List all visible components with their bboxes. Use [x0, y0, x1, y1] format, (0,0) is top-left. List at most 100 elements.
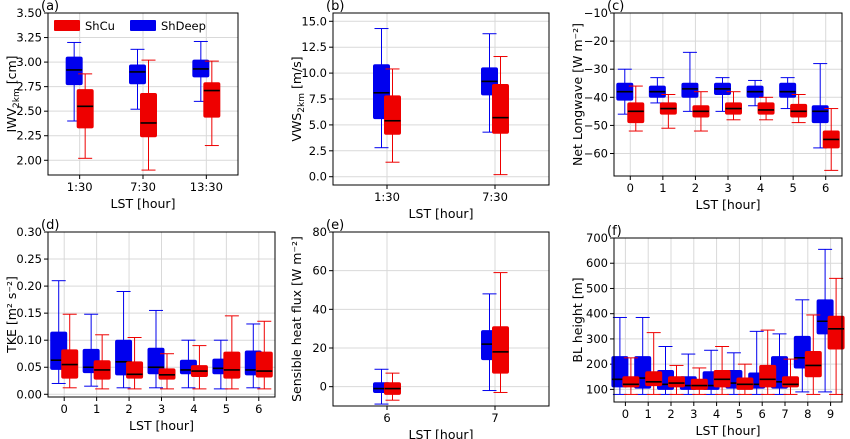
- ytick-label: 100: [586, 382, 608, 396]
- shcu-box-3: [690, 367, 708, 395]
- ytick-label: 7.5: [309, 92, 327, 106]
- shcu-box-9: [827, 277, 845, 395]
- iqr-box: [65, 56, 83, 86]
- shcu-box-4: [713, 345, 731, 395]
- axes-frame: [332, 231, 550, 407]
- xtick-label: 6: [759, 407, 766, 421]
- ytick-label: 2.25: [16, 129, 42, 143]
- iqr-box: [827, 315, 845, 350]
- panel-label: (c): [607, 0, 624, 14]
- shdeep-box-4: [746, 79, 764, 107]
- xtick-label: 5: [223, 402, 230, 416]
- legend-swatch-shdeep: [130, 20, 156, 31]
- iqr-box: [158, 368, 176, 380]
- xtick-label: 0: [61, 402, 68, 416]
- ytick-label: 2.75: [16, 80, 42, 94]
- iqr-box: [223, 351, 241, 379]
- y-axis-label: Sensible heat flux [W m⁻²]: [289, 236, 304, 402]
- ytick-label: 80: [312, 225, 327, 239]
- xtick-label: 4: [713, 407, 720, 421]
- shcu-box-5: [736, 363, 754, 395]
- iqr-box: [681, 82, 699, 98]
- ytick-label: 0.0: [309, 170, 327, 184]
- ytick-label: −40: [584, 90, 608, 104]
- panel-label: (d): [41, 218, 59, 233]
- x-axis-label: LST [hour]: [129, 418, 194, 433]
- shcu-box-3: [725, 91, 742, 121]
- ytick-label: 5.0: [309, 118, 327, 132]
- ytick-label: 2.5: [309, 144, 327, 158]
- shcu-box-6: [255, 320, 273, 390]
- xtick-label: 2: [125, 402, 132, 416]
- iqr-box: [129, 64, 146, 85]
- shcu-box-6: [822, 108, 840, 171]
- ytick-label: 0.15: [16, 306, 42, 320]
- xtick-label: 8: [804, 407, 811, 421]
- iqr-box: [804, 351, 822, 378]
- shcu-box-8: [804, 314, 822, 395]
- xtick-label: 3: [690, 407, 697, 421]
- iqr-box: [126, 361, 144, 379]
- iqr-box: [782, 376, 799, 388]
- y-axis-label: VWS2km [m/s]: [289, 56, 307, 141]
- iqr-box: [492, 83, 509, 134]
- shcu-box-1: [659, 94, 677, 129]
- xtick-label: 1: [659, 181, 666, 195]
- shcu-box-5: [790, 94, 808, 124]
- xtick-label: 3: [724, 181, 731, 195]
- shcu-box-1: [93, 334, 111, 390]
- iqr-box: [627, 102, 645, 124]
- shcu-box-2: [668, 364, 685, 395]
- iqr-box: [622, 376, 640, 388]
- shcu-box-3: [158, 353, 176, 390]
- xtick-label: 6: [383, 411, 390, 425]
- shcu-box-0: [627, 85, 645, 132]
- ytick-label: −60: [584, 147, 608, 161]
- iqr-box: [757, 102, 775, 115]
- x-axis-label: LST [hour]: [409, 427, 474, 439]
- xtick-label: 1:30: [67, 180, 93, 194]
- xtick-label: 7: [781, 407, 788, 421]
- x-axis-label: LST [hour]: [409, 206, 474, 221]
- shcu-box-1: [645, 332, 663, 395]
- iqr-box: [645, 371, 663, 387]
- ytick-label: 20: [312, 341, 327, 355]
- ytick-label: 40: [312, 302, 327, 316]
- axes-frame: [47, 231, 276, 398]
- panel-label: (e): [326, 218, 344, 233]
- shcu-box-2: [692, 91, 710, 132]
- shcu-box-4: [757, 96, 775, 121]
- shcu-box-13:30: [203, 60, 221, 147]
- xtick-label: 5: [736, 407, 743, 421]
- panel-label: (a): [41, 0, 59, 14]
- panel-a: 2.00 2.25 2.50 2.75 3.00 3.25 3.50 1:30 7:30 13:3…: [4, 0, 239, 211]
- xtick-label: 9: [827, 407, 834, 421]
- panel-label: (b): [326, 0, 344, 14]
- ytick-label: 12.5: [301, 40, 327, 54]
- ytick-label: 200: [586, 357, 608, 371]
- shcu-box-0: [61, 313, 79, 389]
- xtick-label: 13:30: [190, 180, 223, 194]
- ytick-label: 0: [320, 380, 327, 394]
- ytick-label: −50: [584, 118, 608, 132]
- xtick-label: 7: [491, 411, 498, 425]
- xtick-label: 4: [757, 181, 764, 195]
- ytick-label: 60: [312, 264, 327, 278]
- shdeep-box-1:30: [65, 41, 83, 122]
- y-axis-label: BL height [m]: [570, 277, 585, 362]
- xtick-label: 7:30: [482, 190, 508, 204]
- ytick-label: 300: [586, 332, 608, 346]
- xtick-label: 2: [692, 181, 699, 195]
- shcu-box-7: [782, 358, 799, 395]
- shcu-box-7: [492, 272, 509, 393]
- ytick-label: 0.05: [16, 360, 42, 374]
- ytick-label: −10: [584, 6, 608, 20]
- ytick-label: −30: [584, 62, 608, 76]
- xtick-label: 3: [158, 402, 165, 416]
- iqr-box: [779, 82, 797, 98]
- xtick-label: 4: [190, 402, 197, 416]
- y-axis-label: Net Longwave [W m⁻²]: [570, 23, 585, 166]
- axes-frame: [332, 12, 550, 186]
- y-axis-label: IWV2km [cm]: [4, 55, 22, 132]
